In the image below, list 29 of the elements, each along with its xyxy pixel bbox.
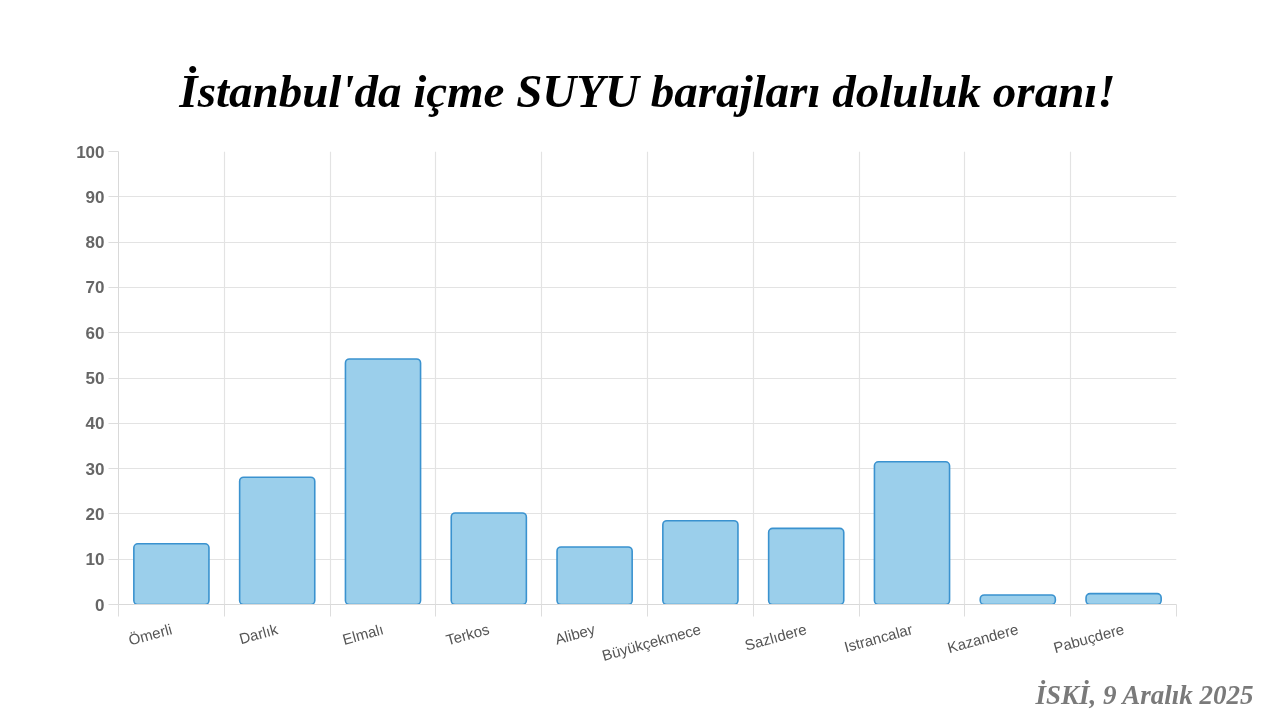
bar: [133, 543, 210, 605]
bar: [1085, 592, 1162, 605]
bar: [662, 519, 739, 605]
bar: [238, 476, 316, 605]
y-tick-label: 60: [85, 323, 105, 343]
text: İSKİ, 9 Aralık 2025: [1034, 679, 1254, 710]
y-tick-label: 90: [85, 187, 105, 207]
x-tick-label: Sazlıdere: [742, 620, 809, 654]
y-tick-label: 40: [85, 414, 105, 434]
y-tick-label: 0: [95, 595, 105, 615]
y-tick-label: 10: [85, 550, 105, 570]
bar: [344, 358, 422, 605]
bar: [556, 546, 633, 605]
bar: [873, 461, 951, 605]
x-tick-label: Terkos: [443, 620, 492, 649]
bar: [767, 527, 845, 605]
y-tick-label: 100: [76, 142, 105, 162]
bar: [979, 594, 1057, 605]
chart-title: İstanbul'da içme SUYU barajları doluluk oranı!: [178, 64, 1116, 117]
bar: [450, 512, 528, 605]
y-tick-label: 70: [85, 278, 105, 298]
y-tick-label: 20: [85, 504, 105, 524]
x-tick-label: Elmalı: [340, 620, 386, 648]
x-tick-label: Ömerli: [126, 620, 174, 649]
y-tick-label: 30: [85, 459, 105, 479]
x-tick-label: Alibey: [552, 620, 598, 648]
x-tick-label: Darlık: [237, 620, 280, 648]
y-tick-label: 50: [85, 369, 105, 388]
y-tick-label: 80: [85, 233, 105, 253]
